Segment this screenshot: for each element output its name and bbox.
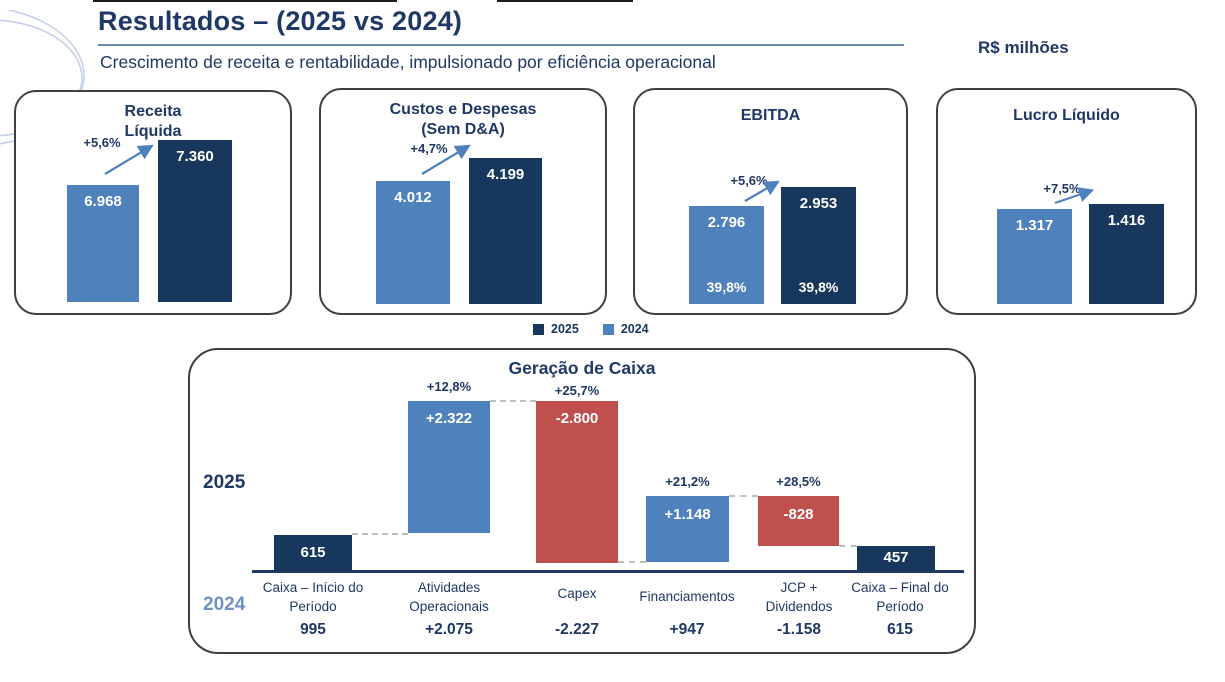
waterfall-category-label: Capex: [557, 586, 597, 601]
waterfall-2024-value: -1.158: [777, 621, 821, 638]
legend-swatch-2024: [602, 323, 614, 335]
waterfall-2024-value: 615: [887, 621, 913, 638]
bar-2025: 1.416: [1089, 204, 1164, 304]
bar-value: +2.322: [425, 410, 473, 427]
card-geracao-de-caixa: Geração de Caixa 2025 2024 +12,8% +25,7%…: [188, 348, 976, 654]
legend-item-2025: 2025: [533, 322, 579, 336]
waterfall-category-label: JCP + Dividendos: [765, 580, 833, 614]
card-receita-liquida: Receita Líquida +5,6% 6.968 7.360: [14, 90, 292, 315]
bar-2025: 2.953 39,8%: [781, 187, 856, 304]
bar-value: 1.416: [1107, 212, 1146, 229]
waterfall-pct-label: +28,5%: [776, 474, 821, 489]
bar-value: 6.968: [84, 193, 122, 210]
growth-pct-label: +5,6%: [83, 135, 121, 150]
waterfall-category-label: Caixa – Início do Período: [262, 580, 364, 614]
waterfall-bar-caixa-inicio: 615: [274, 535, 352, 571]
waterfall-bar-atividades-operacionais: +2.322: [408, 401, 490, 533]
margin-label: 39,8%: [706, 279, 747, 295]
waterfall-category-label: Atividades Operacionais: [409, 580, 489, 614]
waterfall-connector: [352, 533, 408, 535]
growth-pct-label: +5,6%: [730, 173, 768, 188]
bar-value: 7.360: [176, 148, 214, 165]
waterfall-axis-line: [252, 570, 964, 573]
legend-item-2024: 2024: [602, 322, 649, 336]
legend-swatch-2025: [533, 323, 544, 335]
top-crop-artifact: [497, 0, 633, 2]
corner-swoosh-decoration: [0, 10, 85, 145]
bar-value: 1.317: [1015, 217, 1054, 234]
waterfall-2024-value: +2.075: [425, 621, 473, 638]
waterfall-category-label: Caixa – Final do Período: [851, 580, 949, 614]
bar-2024: 4.012: [376, 181, 450, 304]
bar-value: 2.953: [799, 195, 838, 212]
waterfall-pct-label: +12,8%: [426, 379, 472, 394]
waterfall-title: Geração de Caixa: [508, 358, 656, 378]
waterfall-connector: [618, 561, 646, 563]
card-title: Custos e Despesas (Sem D&A): [389, 101, 537, 138]
legend: 2025 2024: [533, 322, 649, 336]
waterfall-year-2024-label: 2024: [203, 594, 246, 615]
page-title: Resultados – (2025 vs 2024): [98, 6, 463, 36]
bar-2024: 2.796 39,8%: [689, 206, 764, 304]
waterfall-connector: [729, 495, 758, 497]
waterfall-year-2025-label: 2025: [203, 472, 246, 493]
card-title: EBITDA: [740, 107, 801, 124]
top-crop-artifact: [93, 0, 397, 2]
waterfall-bar-caixa-final: 457: [857, 546, 935, 571]
bar-value: 2.796: [707, 214, 746, 231]
waterfall-2024-value: +947: [669, 621, 705, 638]
unit-label: R$ milhões: [978, 38, 1069, 57]
waterfall-bar-jcp-dividendos: -828: [758, 496, 839, 546]
waterfall-2024-value: -2.227: [555, 621, 599, 638]
bar-2025: 7.360: [158, 140, 232, 302]
waterfall-pct-label: +21,2%: [665, 474, 710, 489]
card-title: Receita Líquida: [124, 103, 182, 140]
card-ebitda: EBITDA +5,6% 2.796 39,8% 2.953 39,8%: [633, 88, 908, 315]
bar-value: 457: [883, 549, 909, 566]
growth-pct-label: +4,7%: [410, 141, 448, 156]
card-custos-despesas: Custos e Despesas (Sem D&A) +4,7% 4.012 …: [319, 88, 607, 315]
bar-value: -828: [783, 506, 814, 523]
waterfall-2024-value: 995: [300, 621, 326, 638]
waterfall-category-label: Financiamentos: [639, 589, 735, 604]
bar-value: +1.148: [664, 506, 711, 523]
bar-2025: 4.199: [469, 158, 542, 304]
waterfall-bar-financiamentos: +1.148: [646, 496, 729, 562]
title-underline: [98, 44, 904, 46]
card-lucro-liquido: Lucro Líquido +7,5% 1.317 1.416: [936, 88, 1197, 315]
waterfall-connector: [839, 545, 857, 547]
page-subtitle: Crescimento de receita e rentabilidade, …: [100, 52, 716, 72]
growth-pct-label: +7,5%: [1043, 181, 1081, 196]
waterfall-pct-label: +25,7%: [554, 383, 600, 398]
bar-2024: 6.968: [67, 185, 139, 302]
bar-value: -2.800: [555, 410, 599, 427]
waterfall-connector: [490, 400, 536, 402]
card-title: Lucro Líquido: [1013, 107, 1120, 124]
waterfall-bar-capex: -2.800: [536, 401, 618, 563]
bar-value: 4.199: [486, 166, 525, 183]
bar-2024: 1.317: [997, 209, 1072, 304]
margin-label: 39,8%: [798, 279, 839, 295]
bar-value: 615: [300, 544, 326, 561]
bar-value: 4.012: [394, 189, 432, 206]
